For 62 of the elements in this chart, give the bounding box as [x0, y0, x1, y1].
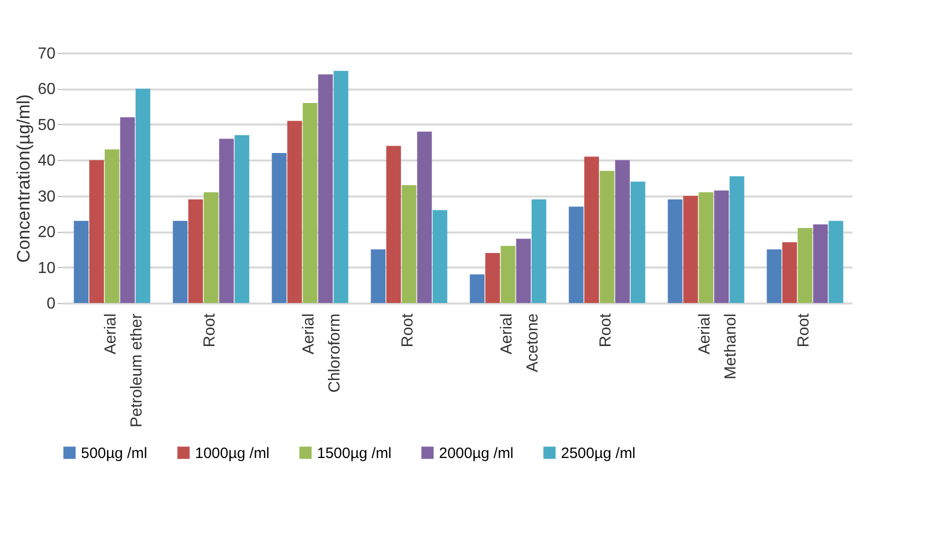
x-tick-label: Aerial Petroleum ether: [102, 312, 146, 428]
bar: [136, 88, 150, 303]
y-tick-label: 30: [38, 188, 56, 206]
x-tick-label: Root: [795, 312, 812, 348]
y-tick-label: 70: [38, 46, 56, 62]
x-tick-label: Aerial Chloroform: [300, 314, 344, 393]
bar: [500, 246, 516, 303]
y-tick-label: 10: [38, 260, 56, 277]
bar: [798, 228, 812, 303]
bar: [172, 220, 188, 303]
bar: [287, 120, 302, 303]
bar: [318, 74, 333, 303]
legend-label: 500µg /ml: [81, 444, 148, 462]
y-tick-label: 0: [46, 296, 56, 312]
bar: [470, 274, 484, 303]
bar: [600, 170, 614, 303]
bar: [302, 103, 318, 303]
bar: [89, 160, 104, 303]
bar: [104, 149, 120, 303]
bar: [386, 146, 401, 303]
bar: [782, 242, 797, 303]
bar: [568, 206, 584, 303]
bar: [188, 199, 203, 303]
bar: [766, 249, 782, 303]
y-tick-label: 60: [38, 81, 56, 98]
bar: [730, 176, 744, 303]
bar: [234, 135, 250, 303]
bar: [698, 192, 714, 303]
x-tick-label: Root: [400, 312, 416, 348]
legend-label: 1500µg /ml: [317, 444, 392, 462]
bar: [402, 185, 416, 303]
bar: [485, 253, 500, 303]
bar: [370, 249, 386, 303]
legend-label: 1000µg /ml: [195, 444, 270, 462]
x-tick-label: Root: [597, 312, 614, 348]
bar: [432, 210, 448, 303]
x-tick-label: Aerial Methanol: [696, 314, 740, 380]
bar: [516, 238, 531, 303]
bar: [74, 220, 88, 303]
y-axis-title: Concentration(µg/ml): [14, 94, 34, 263]
x-tick-label: Aerial Acetone: [498, 313, 542, 372]
y-tick-label: 40: [38, 152, 56, 170]
bar: [668, 199, 682, 303]
bar: [532, 199, 546, 303]
bar: [120, 117, 135, 303]
bar: [204, 192, 218, 303]
bar: [272, 153, 286, 303]
x-tick-label: Root: [202, 312, 219, 348]
bar: [683, 196, 698, 303]
legend-label: 2500µg /ml: [561, 444, 636, 462]
bar: [584, 156, 599, 303]
bar: [828, 220, 844, 303]
y-tick-label: 20: [38, 224, 56, 242]
bar: [615, 160, 630, 303]
bar: [334, 70, 348, 303]
y-tick-label: 50: [38, 116, 56, 134]
bar: [417, 132, 432, 303]
bar: [813, 224, 828, 303]
bar: [630, 182, 646, 303]
legend-label: 2000µg /ml: [439, 444, 514, 462]
bar: [219, 138, 234, 303]
bar: [714, 190, 729, 303]
